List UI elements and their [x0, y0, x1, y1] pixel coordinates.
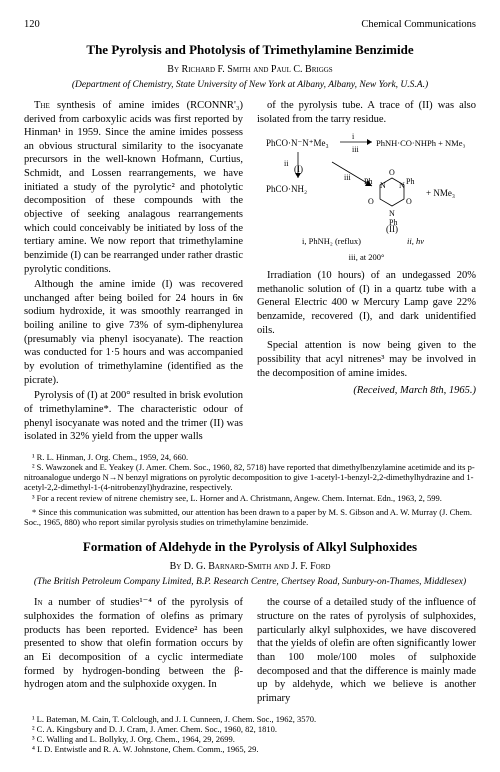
cond-iii: iii, at 200°	[257, 252, 476, 263]
article2-footnotes: ¹ L. Bateman, M. Cain, T. Colclough, and…	[24, 714, 476, 755]
arrow-iii-label: iii	[344, 173, 351, 182]
article2-right-para1: the course of a detailed study of the in…	[257, 596, 476, 705]
footnote-2: ² S. Wawzonek and E. Yeakey (J. Amer. Ch…	[24, 462, 476, 493]
dropword: The	[34, 100, 50, 111]
scheme-svg: PhCO·N⁻N⁺Me₃ (I) i iii PhNH·CO·NHPh + NM…	[262, 132, 472, 252]
article1-right-para2: Irradiation (10 hours) of an undegassed …	[257, 269, 476, 337]
scheme-plus-nme3: + NMe₃	[426, 188, 455, 198]
footnote-3: ³ For a recent review of nitrene chemist…	[24, 493, 476, 503]
footnote-1: ¹ R. L. Hinman, J. Org. Chem., 1959, 24,…	[24, 452, 476, 462]
ring-O-l: O	[368, 197, 374, 206]
article1-right-para3: Special attention is now being given to …	[257, 339, 476, 380]
reaction-scheme: PhCO·N⁻N⁺Me₃ (I) i iii PhNH·CO·NHPh + NM…	[257, 132, 476, 263]
article2-authors: By D. G. Barnard-Smith and J. F. Ford	[24, 560, 476, 573]
cond-ii: ii, hν	[407, 236, 424, 246]
article1-para3: Pyrolysis of (I) at 200° resulted in bri…	[24, 389, 243, 444]
ring-O-r: O	[406, 197, 412, 206]
footnote-star: * Since this communication was submitted…	[24, 507, 476, 527]
para1-body: synthesis of amine imides (RCONNR'₃) der…	[24, 100, 243, 275]
a2-footnote-1: ¹ L. Bateman, M. Cain, T. Colclough, and…	[24, 714, 476, 724]
a2-footnote-2: ² C. A. Kingsbury and D. J. Cram, J. Ame…	[24, 724, 476, 734]
scheme-right-top: PhNH·CO·NHPh + NMe₃	[376, 138, 465, 148]
article1-footnotes: ¹ R. L. Hinman, J. Org. Chem., 1959, 24,…	[24, 452, 476, 527]
ring-N-r: N	[399, 181, 405, 190]
article1-affil: (Department of Chemistry, State Universi…	[24, 79, 476, 91]
cond-i: i, PhNH₂ (reflux)	[302, 236, 361, 246]
article1-title: The Pyrolysis and Photolysis of Trimethy…	[24, 42, 476, 59]
scheme-label-II: (II)	[386, 224, 398, 234]
scheme-label-I: (I)	[294, 164, 303, 174]
arrow-i-label: i	[352, 132, 355, 141]
ring-N-l: N	[380, 181, 386, 190]
article1-para1: The synthesis of amine imides (RCONNR'₃)…	[24, 99, 243, 276]
article1-right-para1: of the pyrolysis tube. A trace of (II) w…	[257, 99, 476, 126]
dropword2: In	[34, 597, 43, 608]
article1-received: (Received, March 8th, 1965.)	[257, 384, 476, 398]
article1-para2: Although the amine imide (I) was recover…	[24, 278, 243, 387]
ring-Ph-l: Ph	[364, 177, 372, 186]
a2-footnote-3: ³ C. Walling and L. Bollyky, J. Org. Che…	[24, 734, 476, 744]
page-number: 120	[24, 18, 40, 32]
ring-N-bot: N	[389, 209, 395, 218]
a2-footnote-4: ⁴ I. D. Entwistle and R. A. W. Johnstone…	[24, 744, 476, 754]
scheme-left-bot: PhCO·NH₂	[266, 184, 307, 194]
arrow-iii-label-top: iii	[352, 145, 359, 154]
article2-para1: In a number of studies¹⁻⁴ of the pyrolys…	[24, 596, 243, 691]
ring-O-top: O	[389, 168, 395, 177]
article1-authors: By Richard F. Smith and Paul C. Briggs	[24, 63, 476, 76]
journal-name: Chemical Communications	[361, 18, 476, 32]
article2-affil: (The British Petroleum Company Limited, …	[24, 576, 476, 588]
ring-Ph-r1: Ph	[406, 177, 414, 186]
arrow-ii-label: ii	[284, 159, 289, 168]
article2-para1-body: a number of studies¹⁻⁴ of the pyrolysis …	[24, 597, 243, 690]
scheme-left-top: PhCO·N⁻N⁺Me₃	[266, 138, 329, 148]
article2-title: Formation of Aldehyde in the Pyrolysis o…	[24, 539, 476, 556]
